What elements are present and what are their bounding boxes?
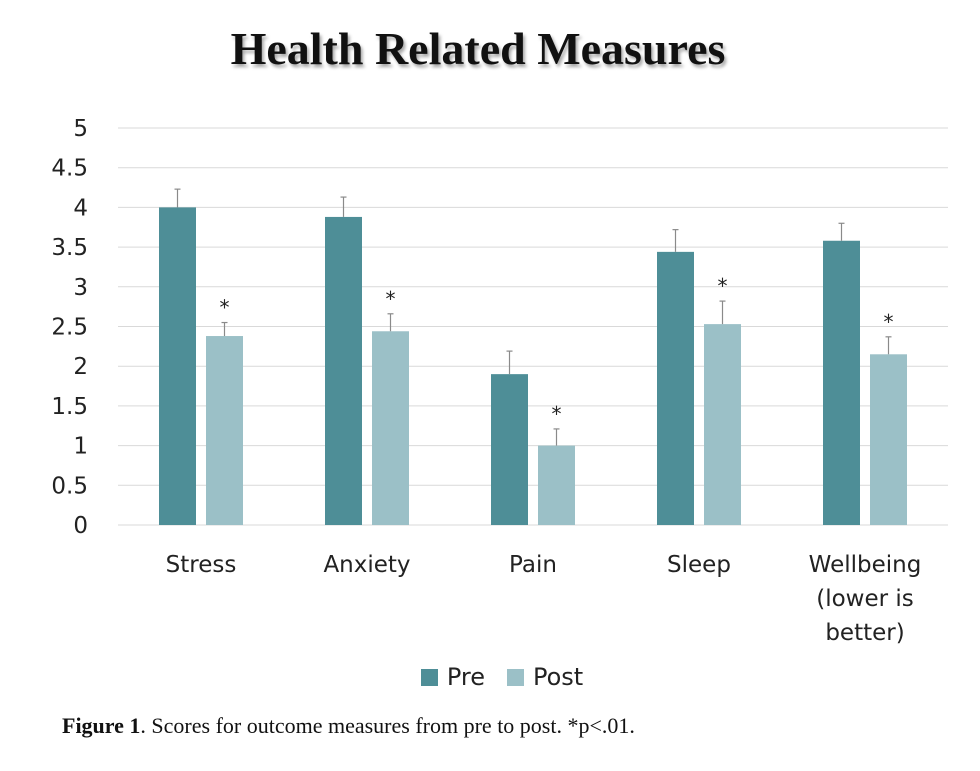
legend-swatch-pre [420,668,438,686]
x-tick-label: better) [825,620,904,646]
caption-label: Figure 1 [62,713,141,738]
significance-marker: * [884,310,894,334]
legend-swatch-post [506,668,524,686]
legend-label-post: Post [532,663,584,691]
bar-pre [325,216,362,526]
significance-marker: * [220,296,230,320]
y-tick-label: 1.5 [51,394,88,420]
bar-post [206,336,243,525]
bar-post [704,324,741,525]
legend-item-pre: Pre [420,663,485,691]
figure-caption: Figure 1. Scores for outcome measures fr… [62,713,635,739]
y-tick-label: 2 [73,354,88,380]
y-tick-label: 2.5 [51,315,88,341]
y-tick-label: 3 [73,275,88,301]
bar-pre [159,207,196,525]
bar-post [372,331,409,525]
bar-pre [657,251,694,525]
x-tick-label: Stress [166,552,237,578]
y-tick-label: 3.5 [51,235,88,261]
bar-pre [491,374,528,525]
y-tick-label: 5 [73,116,88,142]
chart-title: Health Related Measures [230,23,726,74]
significance-marker: * [386,287,396,311]
significance-marker: * [552,402,562,426]
legend: Pre Post [0,663,980,691]
x-tick-label: Wellbeing [809,552,922,578]
y-tick-label: 0 [73,513,88,539]
significance-marker: * [718,274,728,298]
x-tick-label: Pain [509,552,557,578]
legend-label-pre: Pre [446,663,485,691]
bar-post [538,445,575,525]
y-tick-label: 0.5 [51,473,88,499]
bar-pre [823,240,860,526]
y-tick-label: 4.5 [51,156,88,182]
x-tick-label: Anxiety [323,552,410,578]
y-tick-label: 1 [73,434,88,460]
x-tick-label: (lower is [816,586,914,612]
legend-item-post: Post [506,663,584,691]
x-tick-label: Sleep [667,552,731,578]
bar-chart: 0 0.5 1 1.5 2 2.5 3 3.5 4 4.5 5 * Stress * Anxiety * Pai… [51,116,948,646]
y-tick-label: 4 [73,195,88,221]
bar-post [870,354,907,525]
caption-text: . Scores for outcome measures from pre t… [140,713,635,738]
